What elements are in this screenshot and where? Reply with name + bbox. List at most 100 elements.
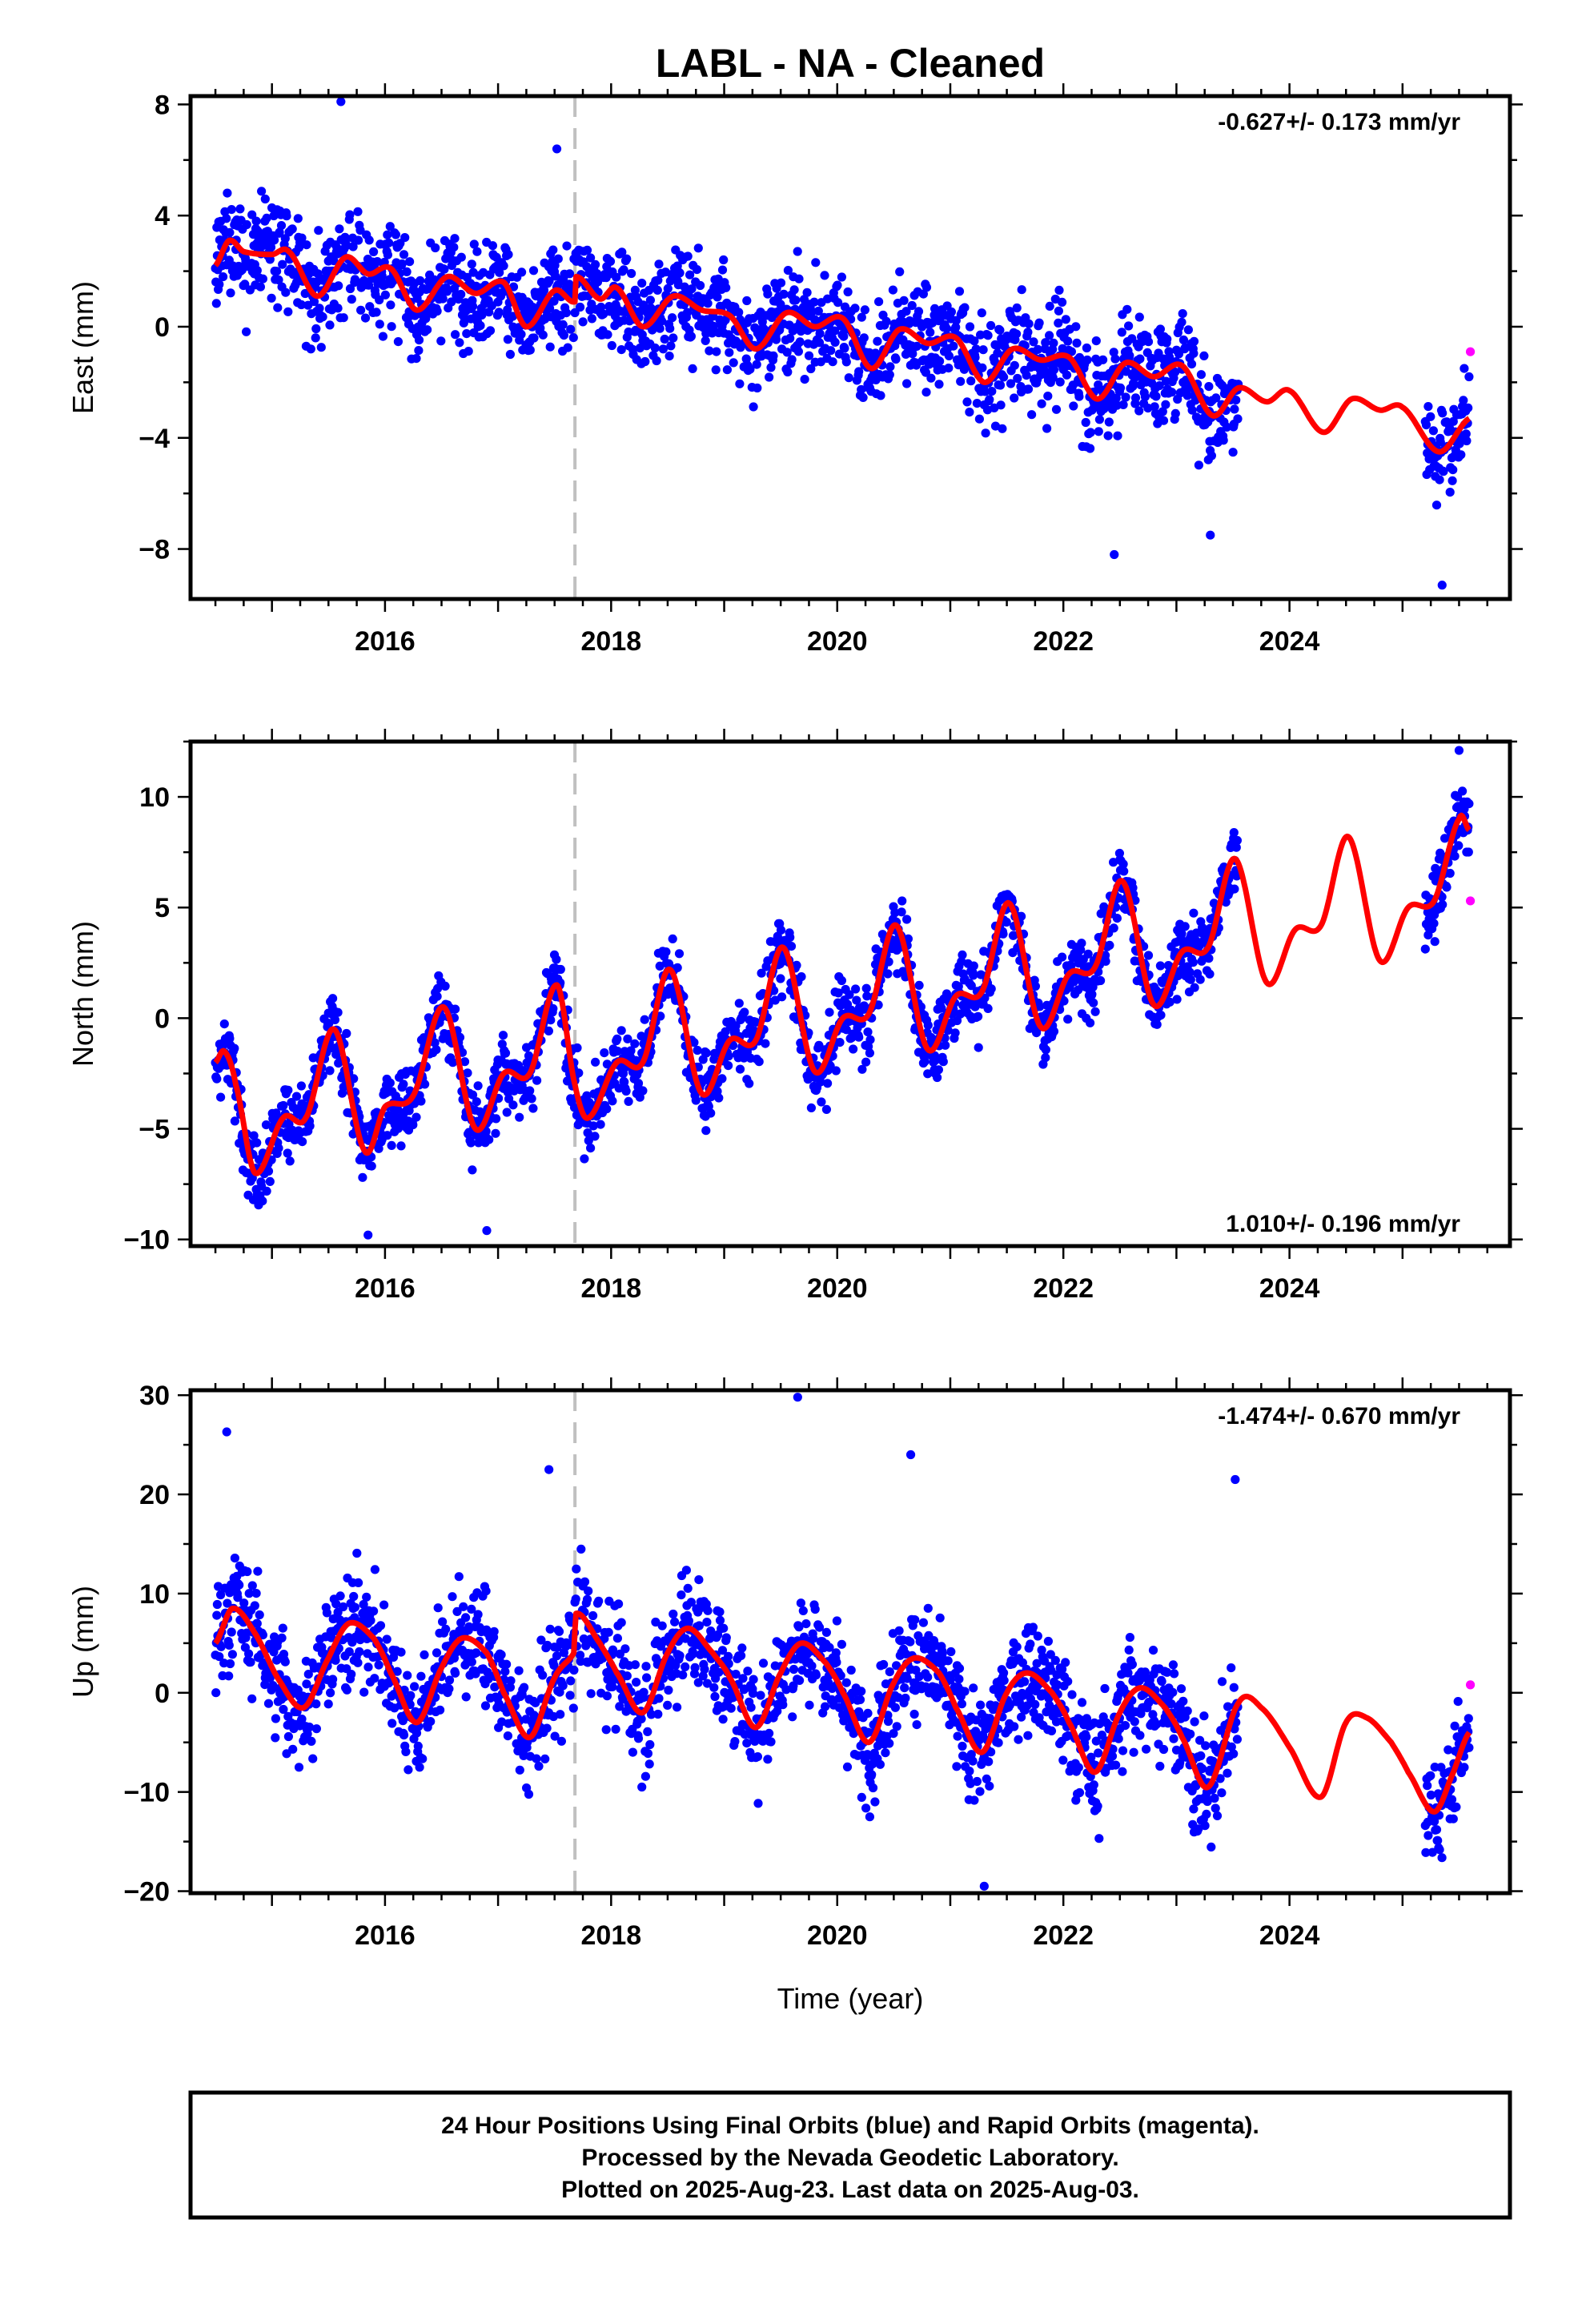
data-point (331, 1599, 341, 1609)
data-point (974, 1011, 983, 1021)
data-point (1086, 1018, 1095, 1027)
data-point (426, 1717, 436, 1727)
data-point (1196, 370, 1206, 380)
data-point (230, 1043, 239, 1053)
data-point (1429, 919, 1439, 928)
data-point (923, 1020, 933, 1030)
data-point (1072, 338, 1082, 348)
data-point (1134, 406, 1144, 416)
data-point (412, 354, 421, 364)
data-point (243, 1566, 252, 1577)
data-point (333, 304, 343, 313)
data-point (1152, 1019, 1162, 1029)
data-point (384, 238, 394, 247)
data-point (591, 1057, 600, 1067)
data-point (674, 949, 685, 959)
data-point (709, 321, 718, 331)
data-point (1207, 451, 1216, 460)
data-point (262, 1186, 271, 1196)
data-point (534, 1761, 544, 1771)
data-point (584, 1586, 593, 1596)
data-point (714, 1093, 724, 1103)
data-point (702, 1618, 712, 1627)
data-point (380, 290, 390, 300)
data-point (514, 1666, 524, 1675)
data-point (252, 1138, 262, 1148)
data-point (227, 205, 236, 215)
data-point (600, 1048, 609, 1058)
x-tick-label: 2016 (355, 1273, 416, 1304)
data-point (399, 1080, 408, 1089)
data-point (311, 1724, 321, 1734)
data-point (263, 1699, 274, 1708)
data-point (1150, 402, 1159, 412)
data-point (1124, 321, 1134, 331)
data-point (766, 363, 776, 372)
data-point (850, 304, 860, 313)
data-point (552, 955, 561, 964)
data-point (564, 269, 575, 279)
data-point (611, 1724, 620, 1734)
data-point (455, 1032, 465, 1042)
data-point (1041, 1053, 1050, 1063)
data-point (494, 308, 504, 317)
data-point (763, 1755, 773, 1764)
scatter-points-final-orbits (211, 97, 1474, 590)
data-point (481, 1586, 491, 1596)
data-point (753, 1752, 763, 1762)
data-point (461, 1613, 471, 1622)
data-point (322, 1608, 331, 1618)
data-point (1233, 414, 1243, 424)
data-point (1109, 923, 1118, 933)
data-point (222, 214, 231, 223)
data-point (793, 347, 804, 356)
chart-title: LABL - NA - Cleaned (656, 41, 1045, 86)
data-point (960, 303, 970, 312)
data-point (429, 275, 440, 284)
data-point (367, 1161, 376, 1171)
data-point (360, 313, 371, 323)
data-point (414, 336, 424, 345)
data-point (786, 942, 797, 951)
data-point (742, 296, 752, 306)
data-point (655, 324, 665, 333)
data-point (670, 1617, 680, 1626)
data-point (1076, 945, 1086, 955)
data-point (1119, 866, 1129, 876)
data-point (1010, 393, 1019, 403)
data-point (318, 312, 327, 322)
data-point (1162, 334, 1172, 344)
data-point (756, 1691, 765, 1700)
data-point (601, 1725, 611, 1735)
data-point (503, 1731, 513, 1741)
data-point (374, 1660, 383, 1670)
data-point (694, 1621, 705, 1630)
data-point (215, 279, 224, 289)
data-point (480, 1701, 491, 1711)
data-point (1445, 488, 1455, 497)
data-point (596, 1120, 605, 1129)
data-point (701, 1048, 711, 1058)
data-point (926, 373, 936, 383)
data-point (675, 268, 685, 278)
data-point (1061, 315, 1070, 324)
data-point (944, 351, 954, 360)
data-point (778, 1700, 788, 1710)
data-point (328, 1675, 338, 1684)
data-point (1017, 285, 1026, 295)
data-point (734, 308, 744, 317)
velocity-rate-label: -0.627+/- 0.173 mm/yr (1218, 109, 1460, 135)
data-point (543, 1640, 552, 1651)
data-point (270, 235, 279, 245)
data-point (1421, 420, 1431, 430)
data-point (643, 1749, 653, 1759)
data-point (552, 1651, 562, 1661)
data-point (854, 1032, 864, 1042)
data-point (371, 308, 381, 317)
data-point (1450, 851, 1460, 861)
data-point (353, 1658, 363, 1667)
data-point (833, 298, 843, 308)
data-point (950, 1028, 960, 1038)
data-point (1063, 1015, 1073, 1024)
data-point (467, 1604, 476, 1614)
